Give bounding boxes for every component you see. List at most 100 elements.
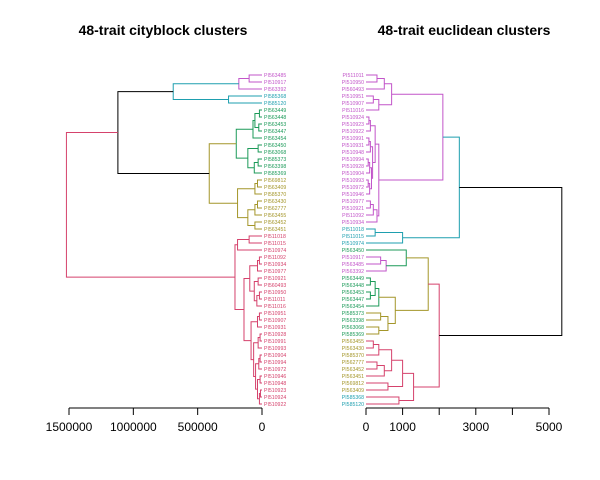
left-merge-8 <box>257 144 262 153</box>
right-leaf-label-29: PI563449 <box>342 276 364 282</box>
left-leaf-label-43: PI510946 <box>264 374 286 380</box>
left-merge-21 <box>117 91 210 174</box>
left-leaf-label-27: PI510934 <box>264 262 286 268</box>
left-axis-tick-label-2: 500000 <box>178 420 218 434</box>
left-leaf-label-34: PI510951 <box>264 311 286 317</box>
right-leaf-label-38: PI563455 <box>342 339 364 345</box>
right-merge-36 <box>366 340 374 349</box>
left-merge-2 <box>228 95 262 104</box>
right-merge-20 <box>378 93 444 181</box>
left-merge-19 <box>237 188 255 219</box>
left-leaf-label-2: PI563392 <box>264 87 286 93</box>
left-merge-1 <box>238 78 262 90</box>
right-leaf-label-2: PI560493 <box>342 87 364 93</box>
right-leaf-label-39: PI563430 <box>342 346 364 352</box>
right-merge-16 <box>366 200 371 209</box>
left-leaf-label-21: PI563452 <box>264 220 286 226</box>
right-merge-22 <box>366 232 404 244</box>
left-leaf-label-37: PI510928 <box>264 332 286 338</box>
left-leaf-label-18: PI563430 <box>264 199 286 205</box>
left-merge-11 <box>247 148 259 169</box>
right-leaf-label-25: PI563450 <box>342 248 364 254</box>
left-merge-32 <box>256 316 262 328</box>
left-leaf-label-31: PI510950 <box>264 290 286 296</box>
right-axis-tick-label-1: 1000 <box>389 420 416 434</box>
left-leaf-label-14: PI585369 <box>264 171 286 177</box>
left-merge-44 <box>243 277 252 342</box>
right-leaf-label-12: PI510994 <box>342 157 364 163</box>
right-leaf-label-36: PI563068 <box>342 325 364 331</box>
left-merge-29 <box>253 281 259 302</box>
left-leaf-label-1: PI510917 <box>264 80 286 86</box>
right-merge-11 <box>366 179 369 188</box>
cityblock-dendrogram: PI563485PI510917PI563392PI585368PI585120… <box>46 73 287 434</box>
right-merge-7 <box>366 137 370 146</box>
left-merge-14 <box>254 183 262 195</box>
left-leaf-label-36: PI510931 <box>264 325 286 331</box>
left-leaf-label-45: PI510923 <box>264 388 286 394</box>
left-merge-4 <box>258 109 262 118</box>
right-merge-30 <box>366 288 380 307</box>
right-merge-4 <box>378 83 393 106</box>
left-merge-23 <box>237 239 262 251</box>
left-merge-7 <box>252 120 262 139</box>
left-merge-13 <box>256 179 262 188</box>
right-leaf-label-28: PI563392 <box>342 269 364 275</box>
right-merge-31 <box>366 312 382 321</box>
right-merge-27 <box>366 277 371 286</box>
left-merge-35 <box>259 354 262 363</box>
left-leaf-label-46: PI510924 <box>264 395 286 401</box>
right-leaf-label-43: PI563451 <box>342 374 364 380</box>
right-leaf-label-6: PI510924 <box>342 115 364 121</box>
left-merge-41 <box>255 363 259 390</box>
right-leaf-label-45: PI563409 <box>342 388 364 394</box>
right-merge-1 <box>366 78 385 90</box>
left-leaf-label-12: PI585373 <box>264 157 286 163</box>
right-merge-43 <box>366 396 400 405</box>
left-merge-18 <box>247 209 255 226</box>
left-axis-tick-label-3: 0 <box>259 420 266 434</box>
right-leaf-label-41: PI562777 <box>342 360 364 366</box>
right-merge-23 <box>402 136 460 239</box>
right-leaf-label-10: PI510931 <box>342 143 364 149</box>
left-axis-tick-label-1: 1000000 <box>110 420 157 434</box>
euclidean-title: 48-trait euclidean clusters <box>378 22 551 38</box>
right-leaf-label-22: PI511018 <box>342 227 364 233</box>
right-merge-0 <box>366 74 378 83</box>
left-leaf-label-8: PI563447 <box>264 129 286 135</box>
right-merge-3 <box>366 99 380 111</box>
right-merge-9 <box>366 158 369 167</box>
left-leaf-label-30: PI560493 <box>264 283 286 289</box>
left-leaf-label-16: PI563409 <box>264 185 286 191</box>
left-merge-30 <box>249 265 258 292</box>
right-merge-25 <box>366 260 387 272</box>
right-merge-21 <box>366 228 376 237</box>
left-leaf-label-25: PI510974 <box>264 248 286 254</box>
left-leaf-label-6: PI563448 <box>264 115 286 121</box>
right-merge-37 <box>366 344 380 356</box>
left-merge-22 <box>248 235 262 244</box>
right-leaf-label-16: PI510972 <box>342 185 364 191</box>
right-merge-6 <box>366 120 371 132</box>
left-merge-40 <box>256 379 261 400</box>
right-leaf-label-44: PI569812 <box>342 381 364 387</box>
right-leaf-label-13: PI510928 <box>342 164 364 170</box>
left-leaf-label-17: PI585370 <box>264 192 286 198</box>
right-leaf-label-11: PI510948 <box>342 150 364 156</box>
right-merge-24 <box>366 256 382 265</box>
right-leaf-label-7: PI510923 <box>342 122 364 128</box>
left-leaf-label-41: PI510994 <box>264 360 286 366</box>
left-leaf-label-7: PI563453 <box>264 122 286 128</box>
euclidean-dendrogram: PI511011PI510950PI560493PI510951PI510907… <box>342 73 563 434</box>
right-merge-42 <box>387 359 404 387</box>
right-leaf-label-33: PI563454 <box>342 304 364 310</box>
right-leaf-label-23: PI511015 <box>342 234 364 240</box>
right-leaf-label-46: PI585368 <box>342 395 364 401</box>
left-leaf-label-11: PI563068 <box>264 150 286 156</box>
left-leaf-label-39: PI510993 <box>264 346 286 352</box>
left-leaf-label-24: PI511015 <box>264 241 286 247</box>
right-merge-18 <box>366 209 378 223</box>
left-leaf-label-23: PI511018 <box>264 234 286 240</box>
right-leaf-label-37: PI585369 <box>342 332 364 338</box>
